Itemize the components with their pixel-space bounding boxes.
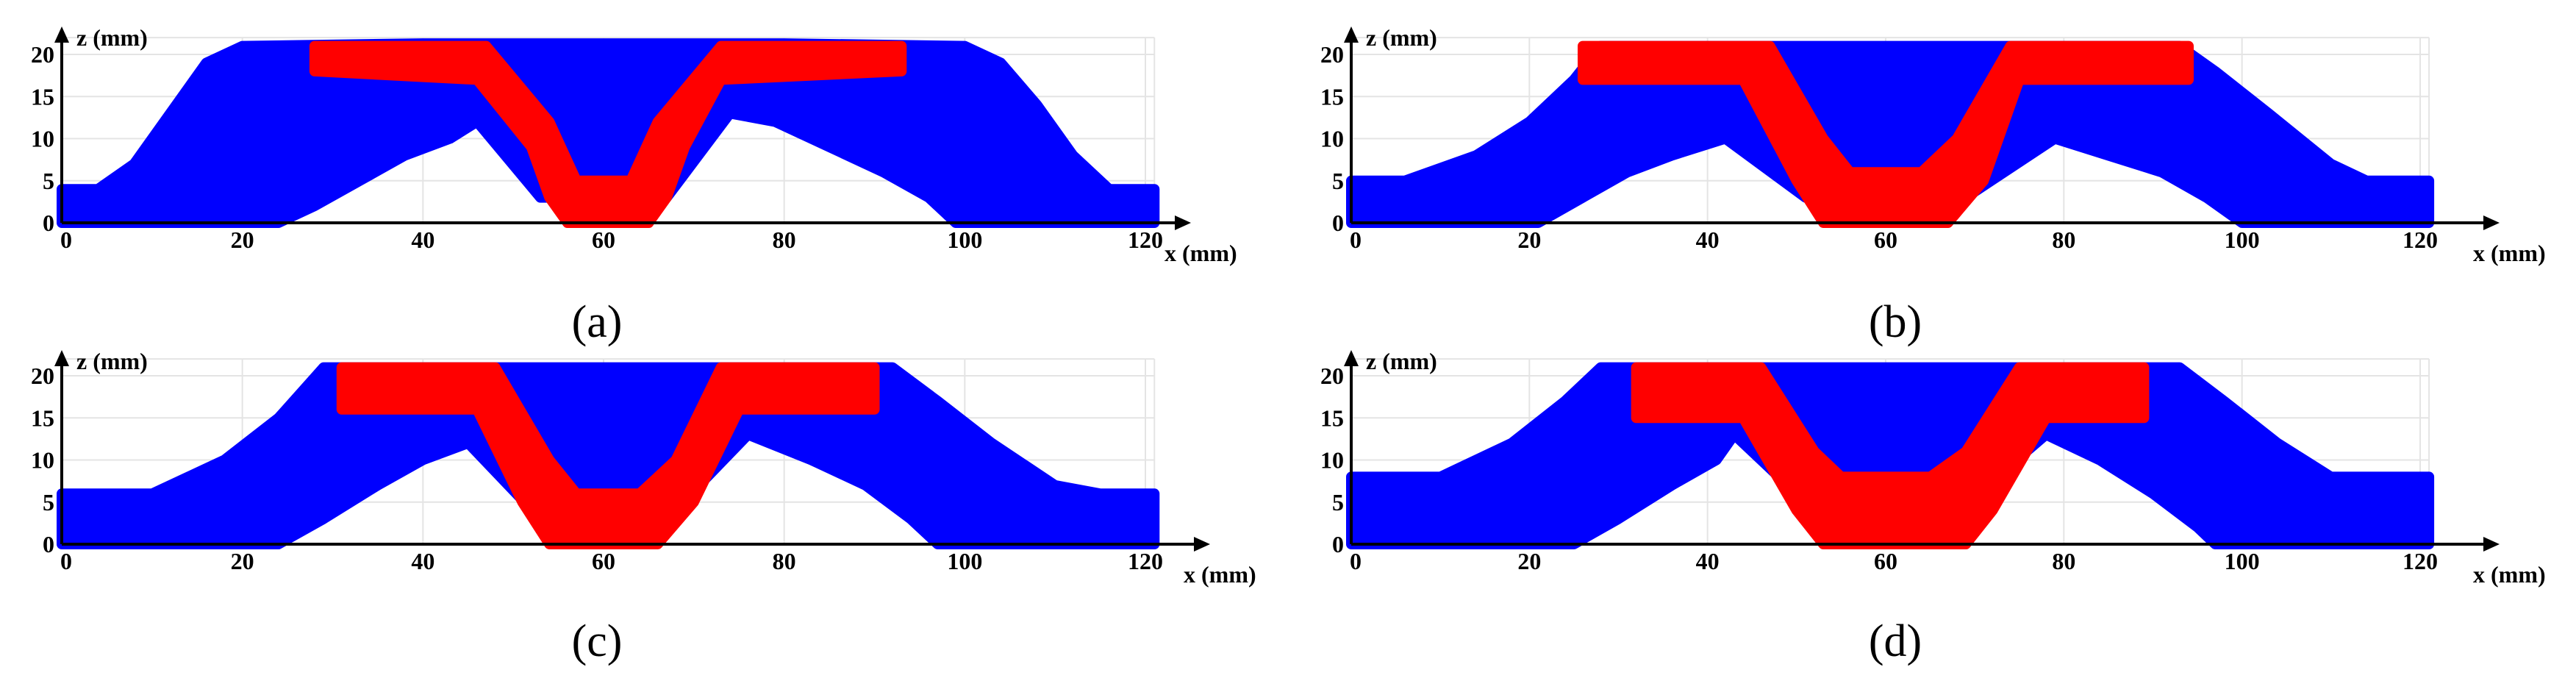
- x-tick-label: 100: [947, 548, 982, 574]
- y-tick-label: 15: [1320, 83, 1344, 110]
- x-tick-label: 80: [2052, 226, 2075, 253]
- x-axis-arrow-icon: [1175, 215, 1191, 230]
- x-tick-label: 0: [60, 226, 72, 253]
- x-tick-label: 80: [773, 548, 796, 574]
- x-tick-label: 20: [231, 548, 254, 574]
- x-tick-label: 120: [1128, 226, 1163, 253]
- x-tick-label: 40: [411, 548, 434, 574]
- x-axis-label: x (mm): [1164, 240, 1237, 266]
- y-tick-label: 10: [31, 126, 54, 152]
- y-tick-label: 5: [1332, 489, 1344, 516]
- x-tick-label: 120: [1128, 548, 1163, 574]
- y-tick-label: 0: [43, 531, 54, 557]
- y-tick-label: 15: [31, 404, 54, 431]
- region-red: [309, 40, 907, 228]
- y-tick-label: 15: [31, 83, 54, 110]
- y-tick-label: 5: [1332, 168, 1344, 194]
- x-tick-label: 60: [592, 226, 615, 253]
- x-tick-label: 0: [60, 548, 72, 574]
- y-axis-label: z (mm): [76, 348, 148, 374]
- x-axis-arrow-icon: [2483, 537, 2500, 552]
- region-red: [1631, 362, 2150, 549]
- x-tick-label: 40: [1696, 226, 1720, 253]
- panel-4: 0 20 40 60 80 100 120 0 5 10 15 20 z (mm) x (mm) (d): [1320, 348, 2546, 666]
- x-tick-label: 20: [1517, 226, 1541, 253]
- x-axis-label: x (mm): [2473, 561, 2546, 588]
- x-tick-label: 60: [1874, 226, 1897, 253]
- x-tick-label: 100: [2225, 548, 2260, 574]
- x-axis-arrow-icon: [1194, 537, 1210, 552]
- y-tick-label: 0: [1332, 210, 1344, 236]
- x-tick-label: 120: [2403, 226, 2438, 253]
- panel-caption: (b): [1869, 297, 1922, 347]
- y-tick-label: 10: [1320, 447, 1344, 474]
- y-tick-label: 20: [31, 41, 54, 68]
- y-axis-arrow-icon: [54, 350, 69, 366]
- y-tick-label: 10: [1320, 126, 1344, 152]
- y-tick-label: 20: [31, 363, 54, 389]
- x-tick-label: 100: [947, 226, 982, 253]
- y-axis-label: z (mm): [1366, 24, 1437, 51]
- panel-2: 0 20 40 60 80 100 120 0 5 10 15 20 z (mm) x (mm) (b): [1320, 24, 2546, 347]
- y-axis-label: z (mm): [1366, 348, 1437, 374]
- x-tick-label: 100: [2225, 226, 2260, 253]
- y-axis-arrow-icon: [1344, 26, 1359, 43]
- x-tick-label: 80: [2052, 548, 2075, 574]
- panel-3: 0 20 40 60 80 100 120 0 5 10 15 20 z (mm) x (mm) (c): [31, 348, 1256, 666]
- panel-1: 0 20 40 60 80 100 120 0 5 10 15 20 z (mm) x (mm) (a): [31, 24, 1237, 347]
- y-tick-label: 20: [1320, 363, 1344, 389]
- x-tick-label: 0: [1350, 226, 1362, 253]
- panel-caption: (a): [572, 297, 623, 347]
- x-tick-label: 40: [1696, 548, 1720, 574]
- x-tick-label: 60: [1874, 548, 1897, 574]
- x-tick-label: 80: [773, 226, 796, 253]
- y-tick-label: 10: [31, 447, 54, 474]
- y-tick-label: 5: [43, 489, 54, 516]
- y-tick-label: 5: [43, 168, 54, 194]
- x-tick-label: 40: [411, 226, 434, 253]
- x-tick-label: 120: [2403, 548, 2438, 574]
- x-axis-label: x (mm): [1184, 561, 1256, 588]
- region-red: [336, 362, 880, 549]
- x-axis-arrow-icon: [2483, 215, 2500, 230]
- x-tick-label: 20: [231, 226, 254, 253]
- region-blue: [1346, 362, 2435, 549]
- panel-caption: (c): [572, 616, 623, 666]
- y-axis-label: z (mm): [76, 24, 148, 51]
- x-tick-label: 60: [592, 548, 615, 574]
- x-axis-label: x (mm): [2473, 240, 2546, 266]
- y-tick-label: 0: [1332, 531, 1344, 557]
- y-tick-label: 0: [43, 210, 54, 236]
- y-tick-label: 15: [1320, 404, 1344, 431]
- x-tick-label: 0: [1350, 548, 1362, 574]
- y-tick-label: 20: [1320, 41, 1344, 68]
- y-axis-arrow-icon: [54, 26, 69, 43]
- region-red: [1578, 40, 2194, 228]
- x-tick-label: 20: [1517, 548, 1541, 574]
- y-axis-arrow-icon: [1344, 350, 1359, 366]
- panel-caption: (d): [1869, 616, 1922, 666]
